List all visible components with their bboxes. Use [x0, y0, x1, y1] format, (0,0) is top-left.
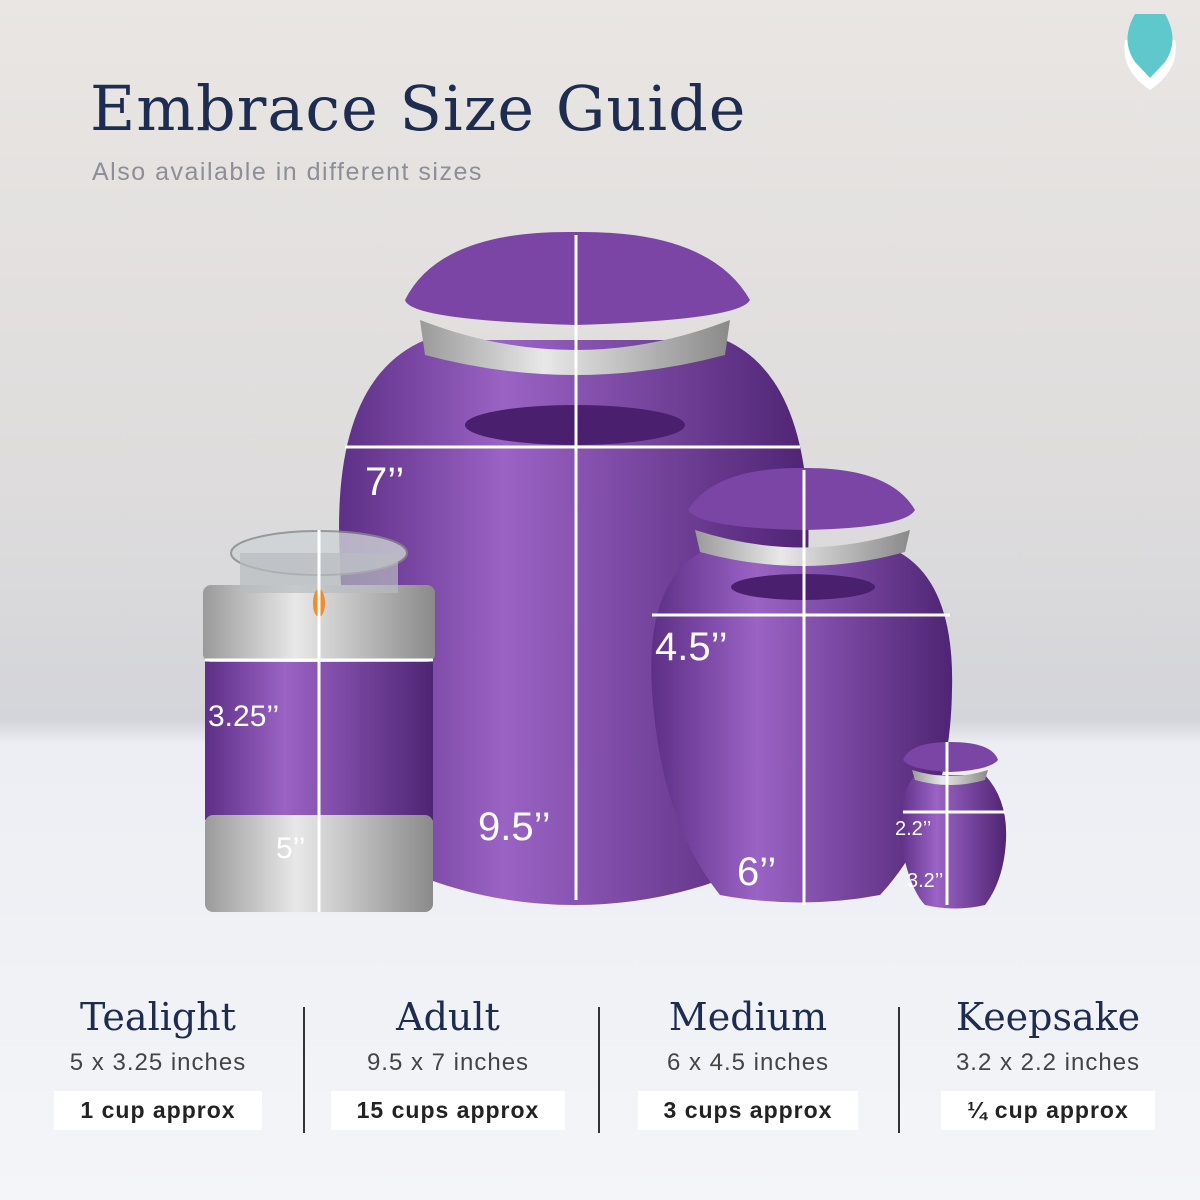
size-dims: 5 x 3.25 inches [69, 1049, 247, 1076]
size-capacity: 3 cups approx [637, 1091, 859, 1130]
size-name: Medium [668, 995, 828, 1039]
urn-illustration [203, 14, 1176, 912]
medium-width-label: 4.5’’ [655, 625, 728, 669]
size-name: Tealight [80, 995, 236, 1039]
size-dims: 6 x 4.5 inches [666, 1049, 830, 1076]
medium-height-label: 6’’ [737, 850, 777, 894]
size-adult: Adult 9.5 x 7 inches 15 cups approx [303, 995, 593, 1130]
size-capacity: 1 cup approx [54, 1091, 262, 1130]
size-name: Adult [396, 995, 500, 1039]
urn-hands-logo-icon [1124, 14, 1176, 90]
page-title: Embrace Size Guide [90, 72, 747, 145]
keepsake-height-label: 3.2’’ [907, 870, 944, 892]
keepsake-urn [899, 742, 1007, 909]
size-name: Keepsake [955, 995, 1141, 1039]
divider [898, 1007, 900, 1133]
divider [598, 1007, 600, 1133]
divider [303, 1007, 305, 1133]
size-medium: Medium 6 x 4.5 inches 3 cups approx [603, 995, 893, 1130]
size-capacity: ¼ cup approx [941, 1091, 1155, 1130]
adult-height-label: 9.5’’ [478, 805, 551, 849]
keepsake-width-label: 2.2’’ [895, 818, 932, 840]
tealight-width-label: 3.25’’ [208, 700, 280, 733]
adult-width-label: 7’’ [365, 460, 405, 504]
size-keepsake: Keepsake 3.2 x 2.2 inches ¼ cup approx [903, 995, 1193, 1130]
size-capacity: 15 cups approx [330, 1091, 566, 1130]
measurement-lines [205, 235, 1005, 912]
size-dims: 9.5 x 7 inches [366, 1049, 530, 1076]
size-dims: 3.2 x 2.2 inches [955, 1049, 1141, 1076]
tealight-height-label: 5’’ [276, 832, 306, 865]
size-tealight: Tealight 5 x 3.25 inches 1 cup approx [13, 995, 303, 1130]
page-subtitle: Also available in different sizes [92, 158, 483, 186]
